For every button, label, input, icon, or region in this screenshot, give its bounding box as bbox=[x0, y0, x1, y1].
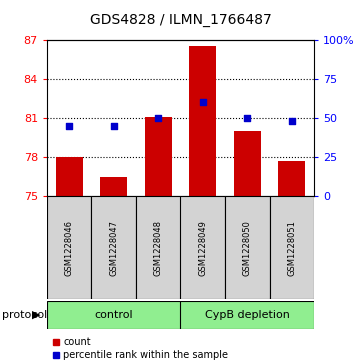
Text: GSM1228046: GSM1228046 bbox=[65, 220, 74, 276]
Point bbox=[200, 99, 206, 105]
Bar bbox=[270, 196, 314, 299]
Text: GSM1228048: GSM1228048 bbox=[154, 220, 163, 276]
Text: protocol: protocol bbox=[2, 310, 47, 320]
Text: GSM1228049: GSM1228049 bbox=[198, 220, 207, 276]
Text: CypB depletion: CypB depletion bbox=[205, 310, 290, 320]
Text: GDS4828 / ILMN_1766487: GDS4828 / ILMN_1766487 bbox=[90, 13, 271, 27]
Bar bbox=[136, 196, 180, 299]
Bar bbox=[100, 176, 127, 196]
Bar bbox=[234, 131, 261, 196]
Point bbox=[155, 115, 161, 121]
Bar bbox=[180, 196, 225, 299]
Legend: count, percentile rank within the sample: count, percentile rank within the sample bbox=[52, 337, 229, 360]
Text: control: control bbox=[95, 310, 133, 320]
Point bbox=[66, 123, 72, 129]
Point bbox=[244, 115, 250, 121]
Bar bbox=[278, 161, 305, 196]
Text: ▶: ▶ bbox=[32, 310, 40, 320]
Bar bbox=[180, 301, 314, 329]
Point bbox=[289, 118, 295, 124]
Point bbox=[111, 123, 117, 129]
Bar bbox=[56, 157, 83, 196]
Bar bbox=[225, 196, 270, 299]
Bar bbox=[190, 46, 216, 196]
Bar bbox=[47, 301, 180, 329]
Text: GSM1228050: GSM1228050 bbox=[243, 220, 252, 276]
Bar bbox=[145, 117, 171, 196]
Text: GSM1228051: GSM1228051 bbox=[287, 220, 296, 276]
Text: GSM1228047: GSM1228047 bbox=[109, 220, 118, 276]
Bar bbox=[47, 196, 91, 299]
Bar bbox=[91, 196, 136, 299]
